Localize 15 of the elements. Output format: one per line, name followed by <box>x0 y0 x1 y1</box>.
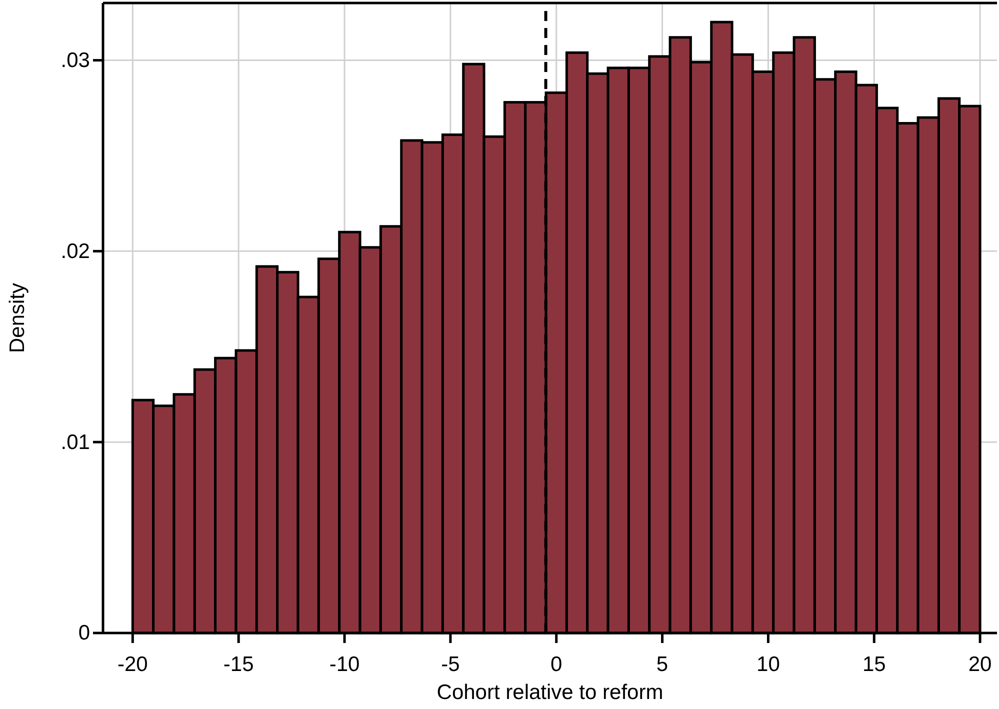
y-axis-title: Density <box>6 282 29 354</box>
x-tick-label: -15 <box>223 653 254 676</box>
x-tick-label: -10 <box>329 653 360 676</box>
y-tick-label: .03 <box>60 48 90 72</box>
y-tick-label: .02 <box>60 240 90 263</box>
x-tick-label: -20 <box>117 653 148 676</box>
y-tick-label: .01 <box>60 430 90 454</box>
x-tick-label: 20 <box>968 653 992 676</box>
x-axis-title: Cohort relative to reform <box>436 681 664 704</box>
x-tick-label: 15 <box>862 653 886 676</box>
x-tick-label: 0 <box>550 653 562 676</box>
x-tick-label: 10 <box>756 653 780 676</box>
y-tick-label: 0 <box>78 622 90 645</box>
x-tick-label: 5 <box>656 653 668 676</box>
x-tick-label: -5 <box>441 653 460 676</box>
